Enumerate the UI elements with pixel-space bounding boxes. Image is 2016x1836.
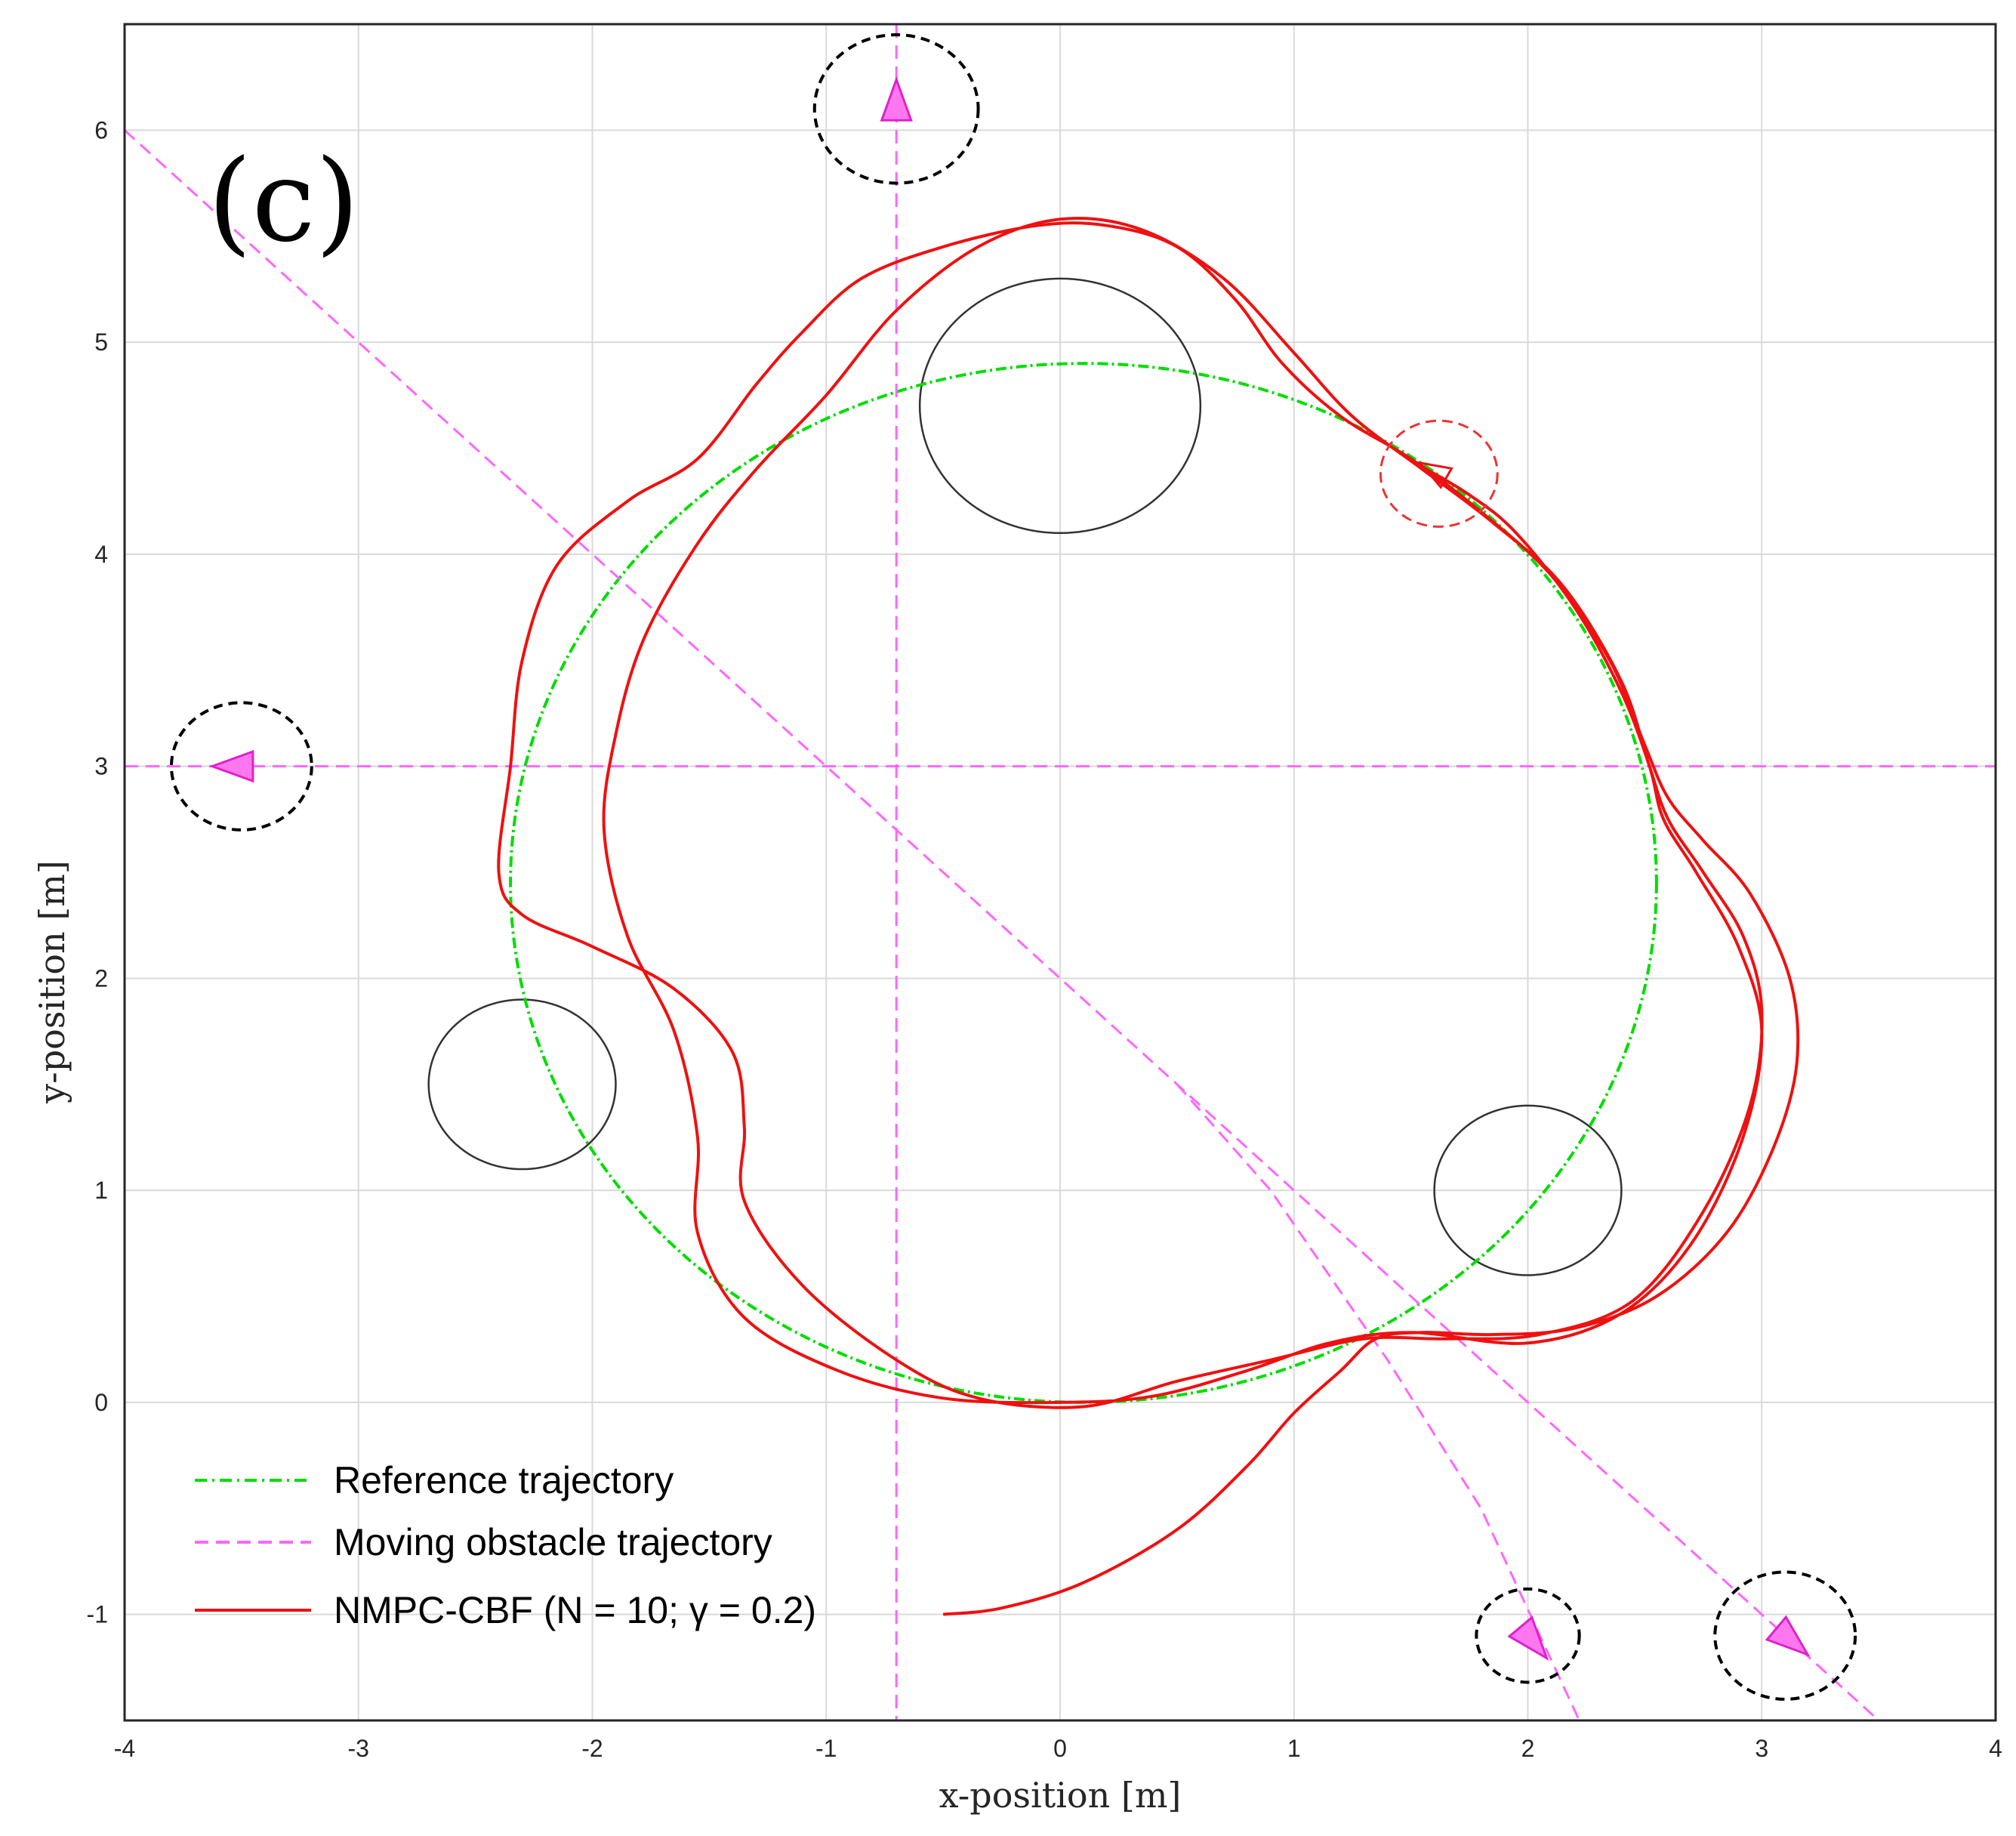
tick-labels: -4 -3 -2 -1 0 1 2 3 4 -1 0 1 2 3 4 5 6 — [87, 116, 2002, 1762]
y-axis-label: y-position [m] — [32, 860, 72, 1104]
moving-obstacle-marker — [880, 76, 913, 122]
y-tick-label: -1 — [87, 1601, 108, 1628]
moving-obstacle-circle — [1475, 1587, 1581, 1684]
axes-frame — [123, 23, 1997, 1722]
moving-obstacle-path — [125, 129, 1880, 1720]
moving-obstacle-marker — [1765, 1615, 1811, 1657]
y-tick-label: 3 — [94, 753, 108, 780]
plot-area — [125, 24, 1996, 1720]
obstacle-markers — [169, 33, 1857, 1701]
reference-trajectory — [509, 362, 1658, 1404]
y-tick-label: 0 — [94, 1389, 108, 1416]
x-tick-label: 0 — [1053, 1735, 1067, 1762]
x-tick-label: -3 — [348, 1735, 369, 1762]
static-obstacles — [427, 277, 1623, 1276]
legend-label-moving-obstacle: Moving obstacle trajectory — [334, 1521, 772, 1563]
nmpc-cbf-trajectory — [497, 217, 1800, 1616]
moving-obstacle-circle — [169, 701, 313, 832]
static-obstacle — [918, 277, 1202, 535]
reference-trajectory-line — [509, 362, 1658, 1404]
static-obstacle — [1433, 1104, 1623, 1276]
moving-obstacle-circle — [812, 33, 980, 185]
robot-safety-circle — [1379, 419, 1499, 528]
moving-obstacle-marker — [208, 749, 254, 783]
static-obstacle — [427, 998, 617, 1171]
y-tick-label: 1 — [94, 1177, 108, 1204]
x-axis-label: x-position [m] — [939, 1775, 1182, 1816]
y-tick-label: 5 — [94, 329, 108, 356]
robot-marker — [1417, 461, 1453, 489]
legend-item-moving-obstacle: Moving obstacle trajectory — [195, 1521, 772, 1563]
legend-label-nmpc-cbf: NMPC-CBF (N = 10; γ = 0.2) — [334, 1589, 816, 1631]
legend: Reference trajectory Moving obstacle tra… — [195, 1459, 816, 1631]
moving-obstacle-path — [1176, 1083, 1580, 1720]
x-tick-label: 2 — [1521, 1735, 1535, 1762]
y-tick-label: 4 — [94, 541, 108, 568]
x-tick-label: -1 — [815, 1735, 837, 1762]
x-tick-label: 1 — [1287, 1735, 1301, 1762]
moving-obstacle-marker — [1507, 1615, 1549, 1661]
moving-obstacle-circle — [1713, 1570, 1857, 1701]
legend-label-reference: Reference trajectory — [334, 1459, 674, 1501]
legend-item-reference: Reference trajectory — [195, 1459, 674, 1501]
y-tick-label: 6 — [94, 116, 108, 143]
legend-item-nmpc-cbf: NMPC-CBF (N = 10; γ = 0.2) — [195, 1589, 816, 1631]
x-tick-label: -4 — [114, 1735, 135, 1762]
moving-obstacle-trajectories — [125, 24, 1996, 1720]
x-tick-label: -2 — [581, 1735, 603, 1762]
panel-label: (c) — [208, 136, 359, 267]
y-tick-label: 2 — [94, 964, 108, 992]
x-tick-label: 3 — [1755, 1735, 1768, 1762]
x-tick-label: 4 — [1989, 1735, 2002, 1762]
nmpc-cbf-line — [497, 217, 1800, 1616]
